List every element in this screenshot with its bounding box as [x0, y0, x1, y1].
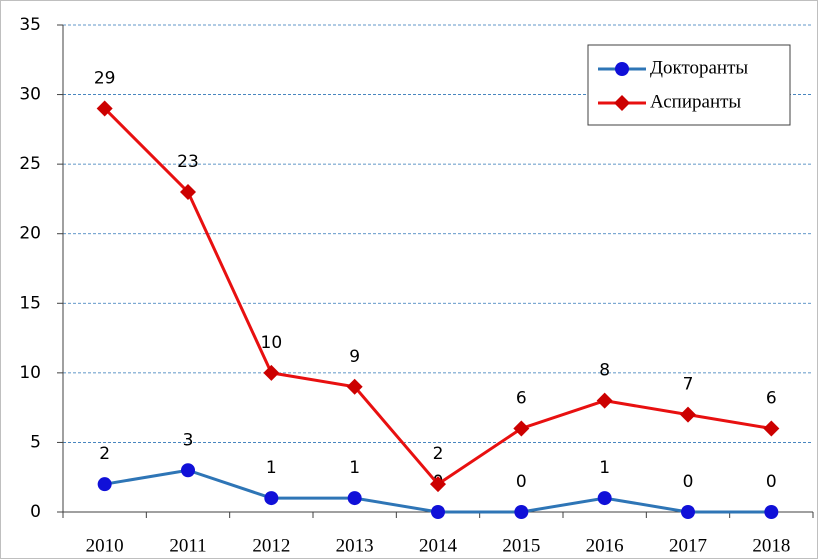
marker: [346, 378, 363, 395]
marker: [181, 463, 195, 478]
y-tick-label: 25: [19, 154, 41, 174]
data-label: 10: [261, 333, 283, 353]
x-tick-label: 2011: [169, 535, 206, 556]
data-label: 1: [349, 458, 360, 478]
y-tick-label: 20: [19, 224, 41, 244]
data-label: 23: [177, 152, 199, 172]
y-tick-label: 5: [30, 432, 41, 452]
x-tick-label: 2017: [669, 535, 707, 556]
marker: [513, 420, 530, 437]
data-label: 6: [516, 389, 527, 409]
x-tick-label: 2010: [86, 535, 124, 556]
marker: [97, 477, 112, 492]
data-label: 1: [266, 458, 277, 478]
marker: [180, 183, 196, 200]
data-label: 0: [516, 472, 527, 492]
marker: [96, 100, 113, 117]
legend-label: Аспиранты: [650, 91, 741, 112]
data-label: 9: [349, 347, 360, 367]
marker: [263, 364, 280, 381]
legend-box: [587, 44, 791, 126]
marker: [431, 505, 445, 519]
marker: [681, 505, 695, 519]
x-tick-label: 2013: [336, 535, 374, 556]
y-tick-label: 15: [19, 293, 41, 313]
marker: [596, 392, 613, 409]
data-label: 3: [183, 430, 194, 450]
legend-label: Докторанты: [650, 57, 748, 78]
data-label: 6: [766, 389, 777, 409]
data-label: 8: [599, 361, 610, 381]
marker: [614, 95, 630, 111]
marker: [347, 491, 362, 506]
data-label: 29: [94, 68, 116, 88]
y-tick-label: 10: [19, 363, 41, 383]
marker: [514, 505, 529, 519]
marker: [615, 62, 629, 76]
y-tick-label: 0: [30, 502, 41, 522]
x-tick-label: 2015: [502, 535, 540, 556]
data-label: 2: [99, 444, 110, 464]
data-label: 1: [599, 458, 610, 478]
data-label: 0: [766, 472, 777, 492]
y-tick-label: 30: [19, 85, 41, 105]
data-label: 0: [683, 472, 694, 492]
x-tick-label: 2012: [252, 535, 290, 556]
marker: [763, 420, 780, 437]
x-tick-label: 2014: [419, 535, 458, 556]
x-tick-label: 2018: [752, 535, 790, 556]
x-tick-label: 2016: [586, 535, 624, 556]
marker: [597, 491, 612, 506]
marker: [680, 406, 696, 423]
data-label: 2: [433, 444, 444, 464]
marker: [430, 476, 446, 493]
marker: [764, 505, 779, 519]
y-tick-label: 35: [19, 15, 41, 35]
data-label: 7: [683, 375, 694, 395]
marker: [264, 491, 279, 506]
